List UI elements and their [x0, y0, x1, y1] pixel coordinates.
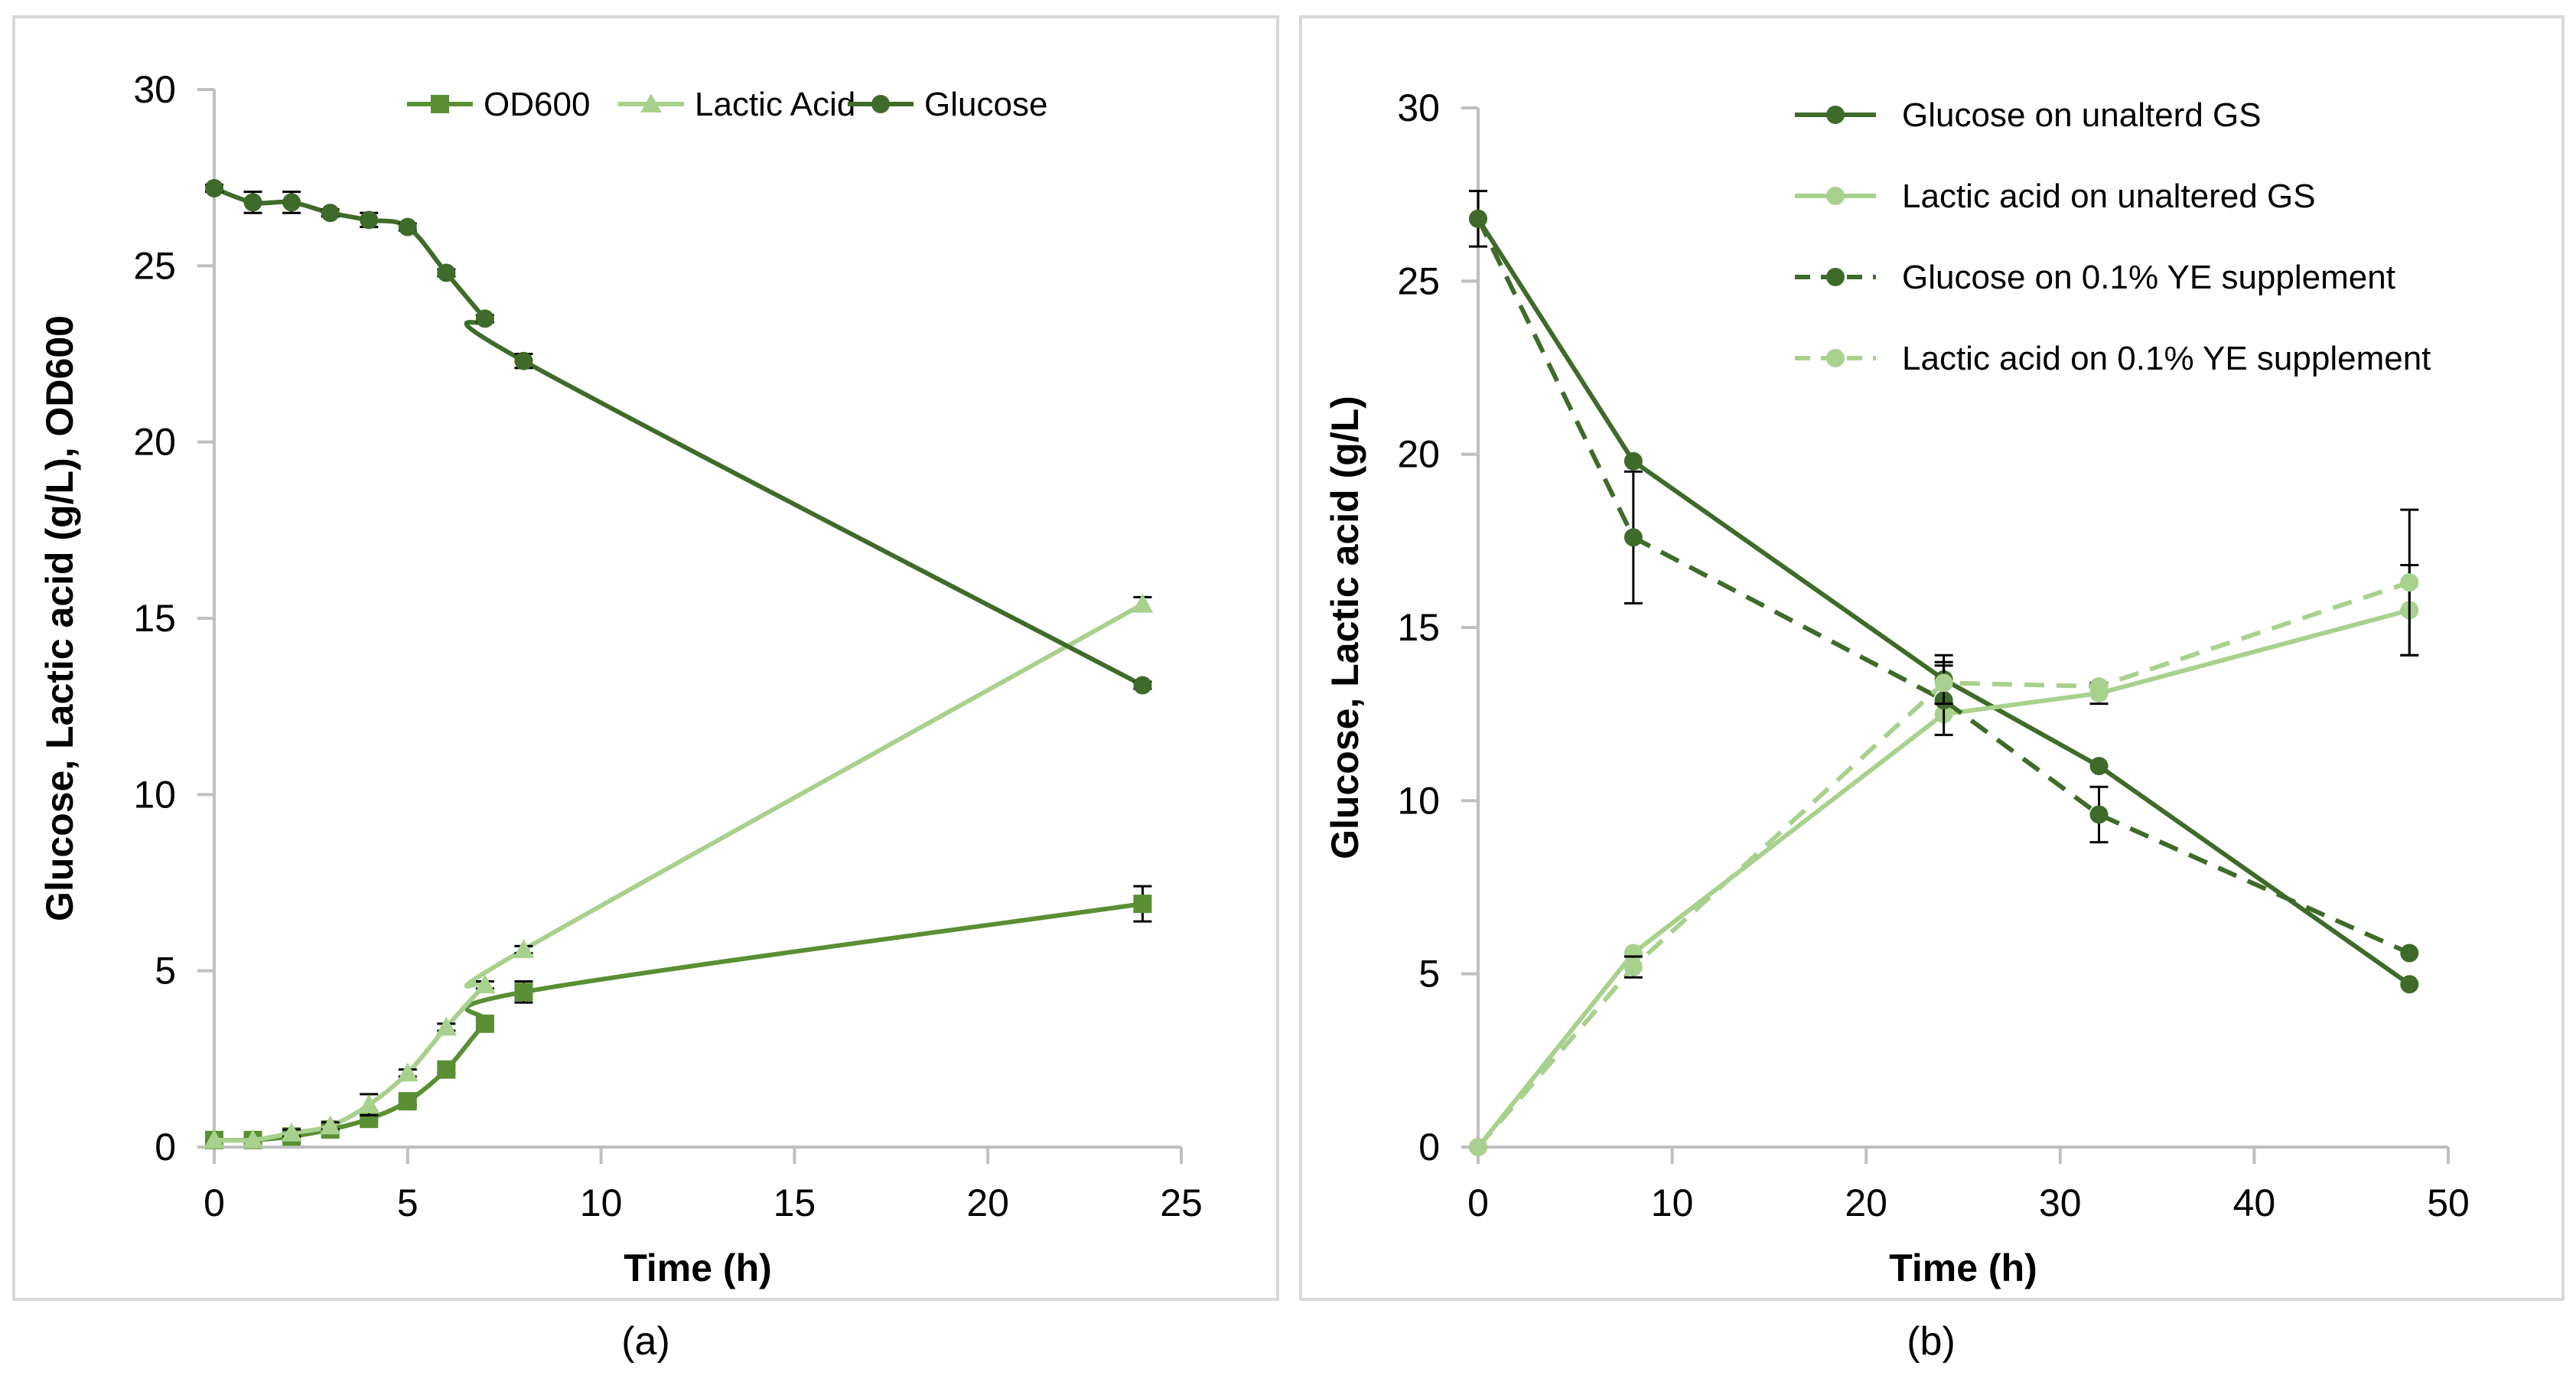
chart-b-data-point — [1623, 528, 1643, 547]
chart-a-data-point — [437, 1060, 456, 1079]
chart-a-x-tick-label: 5 — [397, 1182, 418, 1224]
chart-a-data-point — [1132, 593, 1154, 613]
chart-a: 0 5 10 15 20 25 30 0 5 10 15 20 25 Time (h) Glucose, L… — [38, 68, 1203, 1289]
chart-b-legend-item: Lactic acid on 0.1% YE supplement — [1795, 340, 2431, 377]
chart-b-x-tick-label: 0 — [1467, 1182, 1489, 1224]
chart-b-data-point — [1934, 673, 1953, 693]
panel-a-frame — [12, 15, 1279, 1301]
chart-b-data-point — [1623, 451, 1643, 471]
chart-b-legend-marker — [1826, 106, 1845, 124]
chart-b-data-point — [2400, 975, 2419, 994]
chart-b-legend-item: Glucose on 0.1% YE supplement — [1795, 259, 2395, 296]
chart-a-data-point — [281, 1122, 302, 1142]
panel-b-frame — [1299, 15, 2565, 1301]
chart-b-x-tick-label: 40 — [2233, 1182, 2276, 1224]
chart-a-data-point — [282, 193, 301, 212]
chart-b-legend-item: Glucose on unalterd GS — [1795, 96, 2262, 134]
chart-a-data-point — [398, 217, 417, 236]
chart-b-data-point — [1623, 957, 1643, 976]
chart-a-y-tick-label: 5 — [155, 950, 176, 992]
chart-b: 0 5 10 15 20 25 30 0 10 20 30 40 50 Time (h) Glucose, … — [1324, 86, 2470, 1289]
chart-b-x-tick-label: 30 — [2039, 1182, 2082, 1224]
chart-b-y-tick-label: 0 — [1418, 1126, 1440, 1169]
chart-b-data-point — [1469, 1138, 1487, 1156]
chart-a-data-point — [243, 193, 262, 212]
chart-b-legend-label: Lactic acid on 0.1% YE supplement — [1902, 340, 2431, 377]
chart-b-y-tick-label: 5 — [1418, 953, 1440, 996]
chart-a-y-tick-label: 30 — [133, 68, 176, 111]
chart-b-series-line — [1476, 217, 2411, 956]
chart-b-data-point — [1469, 209, 1487, 228]
chart-a-data-point — [474, 974, 496, 994]
chart-a-x-tick-label: 0 — [204, 1182, 225, 1224]
caption-b: (b) — [1907, 1319, 1956, 1364]
chart-a-data-point — [1133, 676, 1152, 695]
chart-b-legend-marker — [1826, 187, 1845, 205]
chart-b-legend-label: Lactic acid on unaltered GS — [1902, 178, 2316, 215]
chart-b-data-point — [2400, 944, 2419, 963]
chart-a-x-tick-label: 25 — [1160, 1182, 1203, 1224]
chart-a-data-point — [321, 204, 340, 223]
chart-a-data-point — [319, 1115, 341, 1135]
chart-a-x-axis-title: Time (h) — [624, 1247, 772, 1289]
chart-a-legend-item: Lactic Acid — [618, 86, 855, 123]
chart-b-legend-label: Glucose on 0.1% YE supplement — [1902, 259, 2395, 296]
chart-a-series-glucose — [205, 178, 1152, 695]
chart-a-series-lactic-acid — [204, 593, 1154, 1149]
chart-a-legend-label: Lactic Acid — [695, 86, 855, 123]
chart-b-data-point — [2089, 805, 2109, 824]
chart-a-data-point — [205, 178, 223, 197]
chart-a-data-point — [242, 1129, 264, 1149]
chart-a-data-point — [437, 263, 456, 282]
caption-a: (a) — [621, 1319, 670, 1364]
chart-a-data-point — [360, 210, 379, 230]
chart-a-legend-label: Glucose — [924, 86, 1047, 123]
chart-a-data-point — [397, 1062, 418, 1082]
chart-a-data-point — [513, 939, 535, 959]
chart-b-data-point — [2089, 757, 2109, 776]
chart-b-y-tick-label: 20 — [1397, 433, 1440, 476]
chart-a-data-point — [514, 983, 533, 1002]
chart-b-y-axis-title: Glucose, Lactic acid (g/L) — [1324, 396, 1366, 859]
chart-a-legend-item: OD600 — [407, 86, 590, 123]
chart-a-legend-label: OD600 — [484, 86, 590, 123]
chart-b-y-tick-label: 30 — [1397, 86, 1440, 129]
chart-a-y-tick-label: 15 — [133, 597, 176, 640]
chart-a-data-point — [475, 309, 494, 328]
chart-b-x-tick-label: 50 — [2427, 1182, 2470, 1224]
chart-b-x-tick-label: 20 — [1845, 1182, 1887, 1224]
chart-b-y-tick-label: 10 — [1397, 779, 1440, 822]
chart-b-series-lactic-acid-on-0-1-ye-supplement — [1469, 508, 2419, 1156]
chart-a-y-tick-label: 25 — [133, 244, 176, 287]
chart-b-data-point — [2089, 676, 2109, 696]
chart-a-legend-marker — [871, 95, 890, 113]
chart-a-x-tick-label: 10 — [580, 1182, 623, 1224]
chart-a-y-axis-title: Glucose, Lactic acid (g/L), OD600 — [38, 315, 81, 921]
chart-b-data-point — [2400, 573, 2419, 592]
chart-a-data-point — [398, 1092, 417, 1111]
chart-a-legend-item: Glucose — [848, 86, 1047, 123]
chart-b-legend-marker — [1826, 349, 1845, 367]
chart-a-legend-marker — [640, 93, 662, 113]
chart-a-y-tick-label: 0 — [155, 1126, 176, 1169]
chart-b-legend-item: Lactic acid on unaltered GS — [1795, 178, 2316, 215]
chart-a-legend-marker — [431, 95, 449, 113]
chart-a-y-tick-label: 20 — [133, 421, 176, 464]
chart-b-y-tick-label: 15 — [1397, 606, 1440, 649]
chart-a-x-tick-label: 20 — [966, 1182, 1009, 1224]
chart-a-data-point — [1133, 895, 1152, 914]
chart-a-data-point — [358, 1094, 380, 1113]
chart-b-x-axis-title: Time (h) — [1889, 1247, 2037, 1289]
chart-a-data-point — [475, 1014, 494, 1033]
chart-a-data-point — [514, 351, 533, 370]
chart-b-x-tick-label: 10 — [1651, 1182, 1694, 1224]
chart-a-data-point — [204, 1129, 225, 1149]
chart-b-y-tick-label: 25 — [1397, 259, 1440, 302]
chart-b-legend-marker — [1826, 268, 1845, 286]
chart-a-x-tick-label: 15 — [773, 1182, 816, 1224]
chart-b-legend-label: Glucose on unalterd GS — [1902, 96, 2262, 134]
chart-a-y-tick-label: 10 — [133, 773, 176, 816]
chart-a-data-point — [435, 1016, 458, 1036]
